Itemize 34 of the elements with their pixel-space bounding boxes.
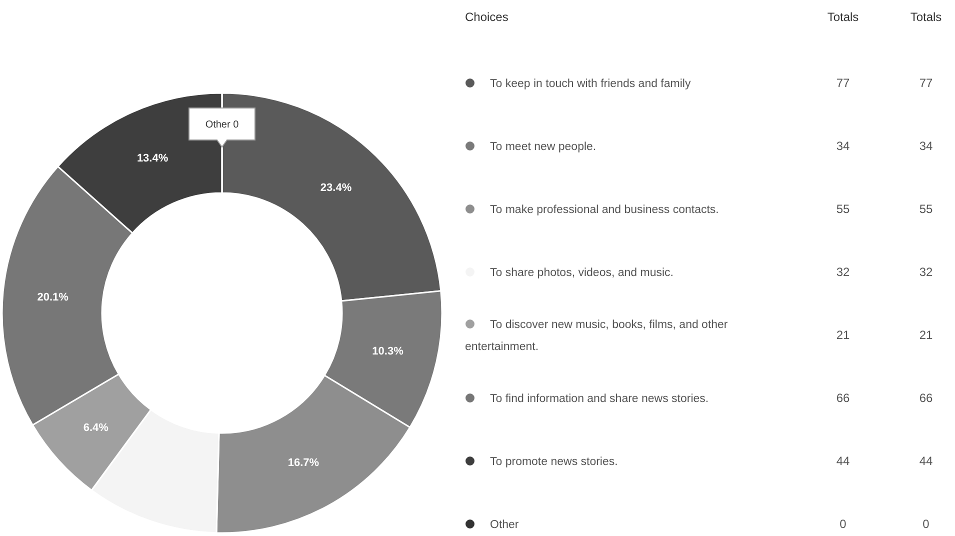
- data-label: 23.4%: [320, 182, 352, 194]
- text: 44: [836, 454, 850, 468]
- legend-label: To share photos, videos, and music.: [490, 267, 674, 280]
- legend-title: Choices: [465, 10, 508, 24]
- data-label: 10.3%: [372, 345, 404, 358]
- text: 32: [919, 265, 933, 280]
- text: 66: [919, 391, 933, 406]
- text: 66: [836, 391, 850, 406]
- text: 21: [836, 328, 850, 342]
- text: 32: [836, 265, 850, 280]
- legend-label: To meet new people.: [490, 141, 596, 154]
- text: 34: [836, 139, 850, 154]
- data-label: 6.4%: [83, 422, 109, 434]
- data-label: 20.1%: [37, 291, 69, 304]
- text: 55: [836, 202, 850, 216]
- text: 0: [922, 517, 930, 532]
- legend-label: To make professional and business contacts.: [490, 204, 719, 216]
- data-label: 16.7%: [288, 457, 320, 470]
- text: 44: [919, 454, 933, 468]
- data-label: 13.4%: [136, 152, 168, 165]
- text: Totals: [827, 10, 859, 24]
- text: Totals: [910, 10, 942, 24]
- text: 0: [840, 517, 847, 532]
- legend-label: Other: [490, 519, 519, 532]
- text: 21: [919, 328, 933, 342]
- text: 77: [919, 76, 933, 90]
- text: Other 0: [205, 120, 240, 130]
- legend-label: To promote news stories.: [490, 456, 618, 468]
- legend-label: To discover new music, books, films, and other entertainment.: [465, 319, 728, 354]
- text: 77: [836, 76, 850, 90]
- legend-label: To keep in touch with friends and family: [490, 78, 691, 90]
- text: 34: [919, 139, 933, 154]
- text: 55: [919, 202, 933, 216]
- legend-label: To find information and share news stories.: [490, 393, 709, 406]
